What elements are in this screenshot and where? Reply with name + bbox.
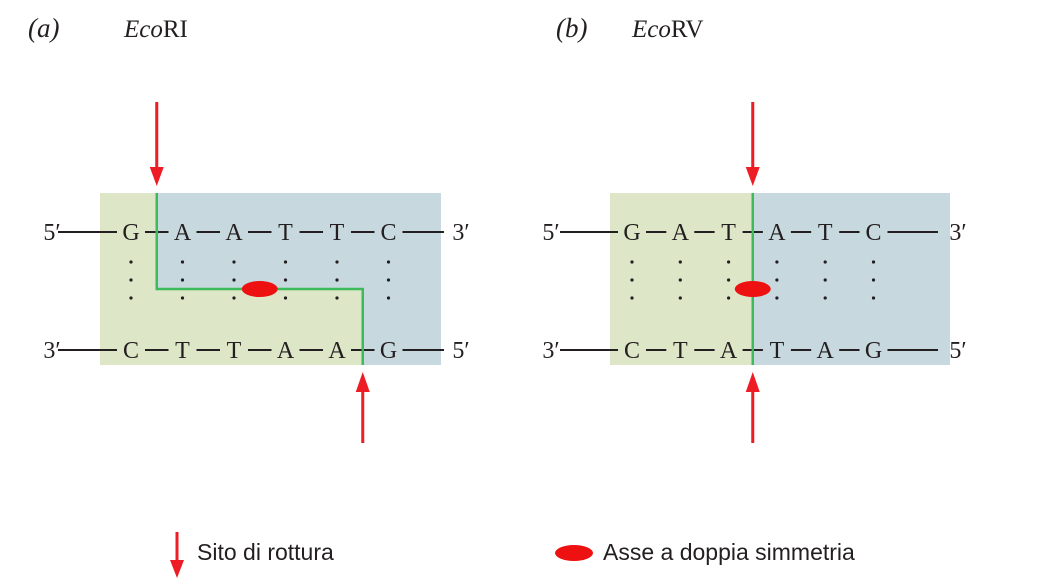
- top-strand-base: A: [174, 220, 192, 246]
- panel-label-b: (b): [556, 13, 587, 43]
- bottom-strand-right-end: 5′: [949, 338, 966, 364]
- base-pair-dot: [678, 278, 682, 282]
- top-strand-left-end: 5′: [542, 220, 559, 246]
- base-pair-dot: [678, 296, 682, 300]
- base-pair-dot: [180, 296, 185, 300]
- base-pair-dot: [727, 296, 731, 300]
- top-strand-base: T: [818, 220, 833, 246]
- symmetry-axis-marker: [241, 281, 278, 297]
- top-strand-base: A: [672, 220, 690, 246]
- legend-symmetry-label: Asse a doppia simmetria: [603, 539, 855, 565]
- panel-label-a: (a): [28, 13, 59, 43]
- base-pair-dot: [335, 260, 339, 264]
- bottom-strand-left-end: 3′: [43, 338, 60, 364]
- top-cleavage-arrow-icon: [149, 167, 164, 186]
- legend-cleavage-arrow-icon: [170, 532, 184, 578]
- base-pair-dot: [871, 296, 876, 300]
- legend: Sito di rottura Asse a doppia simmetria: [170, 532, 855, 578]
- bottom-strand-base: A: [817, 338, 835, 364]
- bottom-strand-left-end: 3′: [542, 338, 559, 364]
- base-pair-dot: [335, 278, 339, 282]
- top-strand-base: T: [721, 220, 736, 246]
- bottom-strand-base: C: [123, 338, 139, 364]
- base-pair-dot: [232, 278, 236, 282]
- symmetry-axis-marker: [734, 281, 771, 297]
- base-pair-dot: [775, 296, 779, 300]
- bottom-strand-base: A: [720, 338, 738, 364]
- top-strand-base: G: [122, 220, 139, 246]
- top-strand-right-end: 3′: [452, 220, 469, 246]
- bottom-cleavage-arrow-icon: [745, 372, 760, 392]
- bottom-strand-base: A: [328, 338, 346, 364]
- box-left-half: [100, 193, 363, 365]
- enzyme-name-ecori: EcoRI: [123, 16, 188, 43]
- base-pair-dot: [129, 260, 133, 264]
- enzyme-name-ecorv: EcoRV: [631, 16, 704, 43]
- enzyme-name-ecori-suffix: RI: [163, 16, 188, 43]
- enzyme-name-ecorv-prefix: Eco: [631, 16, 671, 43]
- base-pair-dot: [283, 296, 288, 300]
- bottom-strand-base: T: [227, 338, 242, 364]
- base-pair-dot: [232, 260, 236, 264]
- base-pair-dot: [386, 278, 391, 282]
- base-pair-dot: [232, 296, 236, 300]
- base-pair-dot: [823, 260, 827, 264]
- base-pair-dot: [823, 296, 827, 300]
- bottom-strand-right-end: 5′: [452, 338, 469, 364]
- top-strand-base: C: [865, 220, 881, 246]
- bottom-strand-base: G: [380, 338, 397, 364]
- top-strand-base: C: [380, 220, 396, 246]
- enzyme-name-ecori-prefix: Eco: [123, 16, 163, 43]
- top-strand-base: G: [623, 220, 640, 246]
- base-pair-dot: [630, 260, 634, 264]
- base-pair-dot: [678, 260, 682, 264]
- base-pair-dot: [823, 278, 827, 282]
- bottom-strand-base: A: [277, 338, 295, 364]
- base-pair-dot: [283, 260, 288, 264]
- base-pair-dot: [129, 278, 133, 282]
- bottom-strand-base: G: [865, 338, 882, 364]
- panel-ecorv: (b) EcoRV 5′ 3′ 3′ 5′ G A T A T C C T A T A G: [542, 13, 967, 443]
- top-strand-base: A: [225, 220, 243, 246]
- bottom-strand-base: T: [175, 338, 190, 364]
- base-pair-dot: [386, 296, 391, 300]
- panel-ecori: (a) EcoRI 5′ 3′ 3′ 5′ G A A T T C C T T A A G: [28, 13, 470, 443]
- bottom-strand-base: C: [624, 338, 640, 364]
- base-pair-dot: [727, 278, 731, 282]
- base-pair-dot: [180, 278, 185, 282]
- bottom-strand-base: T: [673, 338, 688, 364]
- base-pair-dot: [180, 260, 185, 264]
- top-strand-right-end: 3′: [949, 220, 966, 246]
- top-cleavage-arrow-icon: [745, 167, 760, 186]
- top-strand-base: T: [278, 220, 293, 246]
- base-pair-dot: [871, 260, 876, 264]
- bottom-cleavage-arrow-icon: [355, 372, 370, 392]
- base-pair-dot: [775, 260, 779, 264]
- enzyme-name-ecorv-suffix: RV: [671, 16, 704, 43]
- legend-cleavage-label: Sito di rottura: [197, 539, 334, 565]
- base-pair-dot: [129, 296, 133, 300]
- bottom-strand-base: T: [770, 338, 785, 364]
- base-pair-dot: [283, 278, 288, 282]
- base-pair-dot: [630, 296, 634, 300]
- top-strand-left-end: 5′: [43, 220, 60, 246]
- base-pair-dot: [775, 278, 779, 282]
- base-pair-dot: [386, 260, 391, 264]
- top-strand-base: A: [768, 220, 786, 246]
- legend-symmetry-icon: [555, 545, 593, 561]
- top-strand-base: T: [330, 220, 345, 246]
- base-pair-dot: [630, 278, 634, 282]
- base-pair-dot: [871, 278, 876, 282]
- base-pair-dot: [727, 260, 731, 264]
- base-pair-dot: [335, 296, 339, 300]
